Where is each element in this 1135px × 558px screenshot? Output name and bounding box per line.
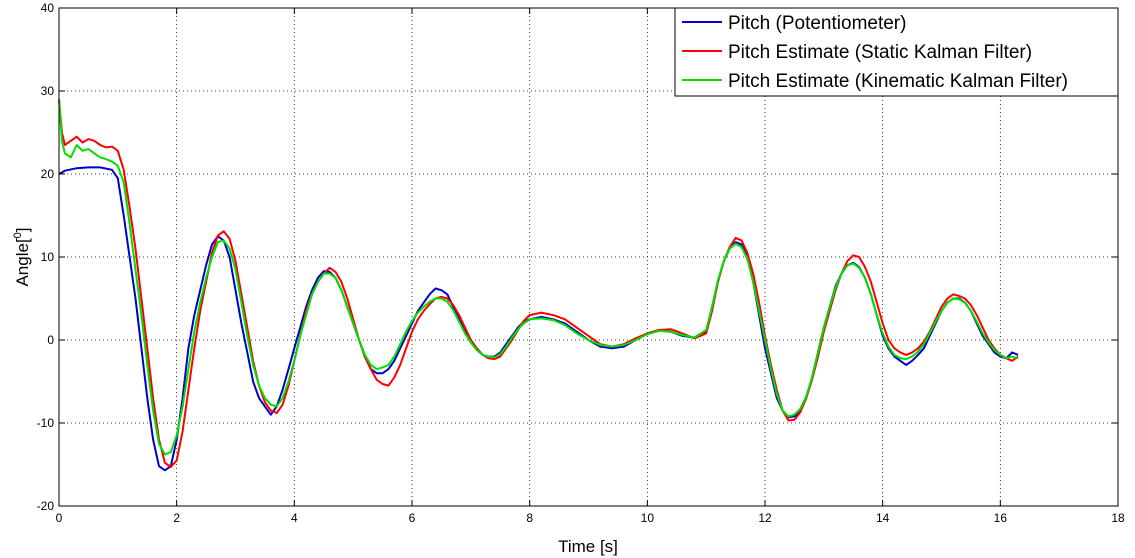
x-tick-label: 0 (56, 511, 63, 525)
y-tick-label: 0 (47, 333, 54, 347)
x-tick-label: 2 (173, 511, 180, 525)
x-axis-label: Time [s] (558, 537, 618, 556)
x-tick-label: 14 (876, 511, 890, 525)
x-tick-labels: 0 2 4 6 8 10 12 14 16 18 (56, 511, 1125, 525)
legend-item-static-kalman-label: Pitch Estimate (Static Kalman Filter) (728, 42, 1032, 63)
legend-box (674, 7, 1119, 97)
x-tick-label: 18 (1111, 511, 1125, 525)
y-axis-label-superscript: 0 (12, 232, 24, 238)
y-tick-labels: -20 -10 0 10 20 30 40 (37, 1, 55, 513)
kinematic-kalman-line (58, 99, 1019, 456)
x-tick-label: 16 (994, 511, 1008, 525)
legend: Pitch (Potentiometer) Pitch Estimate (Sta… (674, 7, 1119, 97)
y-tick-label: 30 (41, 84, 55, 98)
y-tick-label: -10 (37, 416, 55, 430)
legend-item-kinematic-kalman-label: Pitch Estimate (Kinematic Kalman Filter) (728, 71, 1068, 92)
x-tick-label: 10 (641, 511, 655, 525)
y-axis-label-suffix: ] (13, 227, 32, 232)
static-kalman-line (58, 99, 1019, 468)
x-tick-label: 8 (526, 511, 533, 525)
x-tick-label: 6 (409, 511, 416, 525)
y-tick-label: 10 (41, 250, 55, 264)
y-axis-label: Angle[0] (12, 227, 32, 286)
legend-item-potentiometer-label: Pitch (Potentiometer) (728, 13, 906, 34)
series-lines (58, 99, 1019, 472)
y-tick-label: 40 (41, 1, 55, 15)
grid (59, 8, 1118, 506)
y-tick-label: -20 (37, 499, 55, 513)
y-tick-label: 20 (41, 167, 55, 181)
x-tick-label: 12 (758, 511, 772, 525)
x-tick-label: 4 (291, 511, 298, 525)
